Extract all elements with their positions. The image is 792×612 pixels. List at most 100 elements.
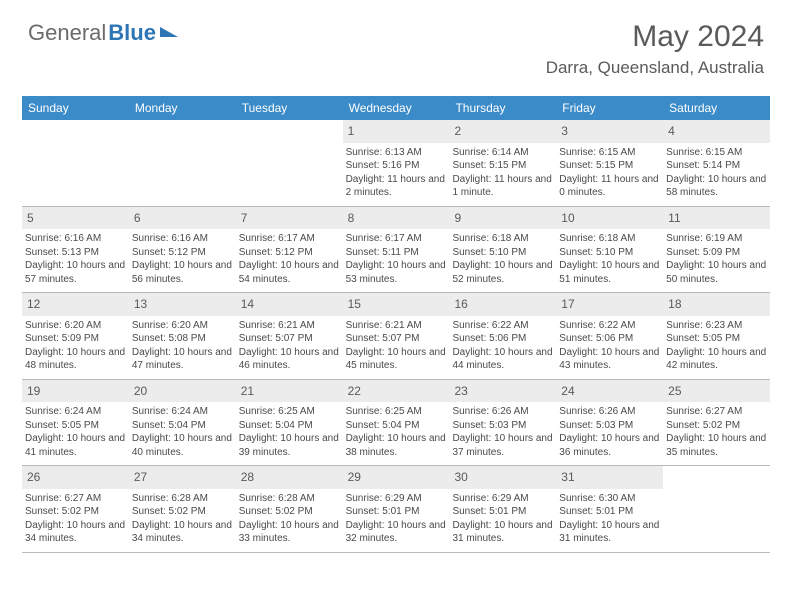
day-num-bg: 3 [556,120,663,143]
day-number: 23 [454,384,467,398]
day-number: 8 [348,211,355,225]
sunrise-text: Sunrise: 6:27 AM [25,492,126,506]
week-row: 26Sunrise: 6:27 AMSunset: 5:02 PMDayligh… [22,466,770,553]
day-cell: 23Sunrise: 6:26 AMSunset: 5:03 PMDayligh… [449,380,556,466]
daylight-text: Daylight: 10 hours and 32 minutes. [346,519,447,546]
day-number: 29 [348,470,361,484]
day-cell: 30Sunrise: 6:29 AMSunset: 5:01 PMDayligh… [449,466,556,552]
day-number: 12 [27,297,40,311]
daylight-text: Daylight: 10 hours and 46 minutes. [239,346,340,373]
day-number: 26 [27,470,40,484]
day-number: 31 [561,470,574,484]
sunrise-text: Sunrise: 6:23 AM [666,319,767,333]
day-cell: 5Sunrise: 6:16 AMSunset: 5:13 PMDaylight… [22,207,129,293]
daylight-text: Daylight: 10 hours and 45 minutes. [346,346,447,373]
daylight-text: Daylight: 11 hours and 2 minutes. [346,173,447,200]
day-cell: 2Sunrise: 6:14 AMSunset: 5:15 PMDaylight… [449,120,556,206]
sunrise-text: Sunrise: 6:21 AM [239,319,340,333]
sunset-text: Sunset: 5:10 PM [559,246,660,260]
daylight-text: Daylight: 10 hours and 54 minutes. [239,259,340,286]
sunrise-text: Sunrise: 6:13 AM [346,146,447,160]
daylight-text: Daylight: 10 hours and 31 minutes. [452,519,553,546]
sunrise-text: Sunrise: 6:20 AM [132,319,233,333]
daylight-text: Daylight: 10 hours and 31 minutes. [559,519,660,546]
day-num-bg: 21 [236,380,343,403]
sunrise-text: Sunrise: 6:14 AM [452,146,553,160]
day-cell: 21Sunrise: 6:25 AMSunset: 5:04 PMDayligh… [236,380,343,466]
day-num-bg: 31 [556,466,663,489]
day-cell [22,120,129,206]
day-cell: 31 Sunrise: 6:30 AMSunset: 5:01 PMDayligh… [556,466,663,552]
daylight-text: Daylight: 10 hours and 48 minutes. [25,346,126,373]
daylight-text: Daylight: 10 hours and 50 minutes. [666,259,767,286]
day-num-bg: 4 [663,120,770,143]
sunrise-text: Sunrise: 6:16 AM [25,232,126,246]
day-number: 27 [134,470,147,484]
day-num-bg: 6 [129,207,236,230]
day-cell: 28Sunrise: 6:28 AMSunset: 5:02 PMDayligh… [236,466,343,552]
day-number: 19 [27,384,40,398]
day-cell: 15Sunrise: 6:21 AMSunset: 5:07 PMDayligh… [343,293,450,379]
day-cell: 24Sunrise: 6:26 AMSunset: 5:03 PMDayligh… [556,380,663,466]
daylight-text: Daylight: 10 hours and 36 minutes. [559,432,660,459]
title-block: May 2024 Darra, Queensland, Australia [546,20,764,78]
day-num-bg: 27 [129,466,236,489]
daylight-text: Daylight: 10 hours and 34 minutes. [25,519,126,546]
sunrise-text: Sunrise: 6:29 AM [452,492,553,506]
daylight-text: Daylight: 10 hours and 47 minutes. [132,346,233,373]
sunrise-text: Sunrise: 6:20 AM [25,319,126,333]
day-num-bg: 26 [22,466,129,489]
day-number: 6 [134,211,141,225]
day-number: 18 [668,297,681,311]
calendar: SundayMondayTuesdayWednesdayThursdayFrid… [22,96,770,553]
sunrise-text: Sunrise: 6:30 AM [559,492,660,506]
daylight-text: Daylight: 10 hours and 43 minutes. [559,346,660,373]
week-row: 5Sunrise: 6:16 AMSunset: 5:13 PMDaylight… [22,207,770,294]
day-num-bg: 14 [236,293,343,316]
day-num-bg: 25 [663,380,770,403]
logo-triangle-icon [160,27,178,37]
day-cell: 19Sunrise: 6:24 AMSunset: 5:05 PMDayligh… [22,380,129,466]
day-number: 30 [454,470,467,484]
sunset-text: Sunset: 5:03 PM [452,419,553,433]
sunrise-text: Sunrise: 6:18 AM [452,232,553,246]
day-number: 17 [561,297,574,311]
daylight-text: Daylight: 10 hours and 41 minutes. [25,432,126,459]
day-cell: 29Sunrise: 6:29 AMSunset: 5:01 PMDayligh… [343,466,450,552]
logo-text-2: Blue [108,20,156,46]
sunrise-text: Sunrise: 6:17 AM [346,232,447,246]
sunrise-text: Sunrise: 6:19 AM [666,232,767,246]
day-num-bg: 23 [449,380,556,403]
daylight-text: Daylight: 10 hours and 34 minutes. [132,519,233,546]
sunset-text: Sunset: 5:09 PM [25,332,126,346]
day-number: 22 [348,384,361,398]
sunset-text: Sunset: 5:16 PM [346,159,447,173]
sunrise-text: Sunrise: 6:29 AM [346,492,447,506]
day-num-bg: 15 [343,293,450,316]
daylight-text: Daylight: 10 hours and 53 minutes. [346,259,447,286]
sunset-text: Sunset: 5:05 PM [25,419,126,433]
daylight-text: Daylight: 10 hours and 58 minutes. [666,173,767,200]
sunset-text: Sunset: 5:07 PM [346,332,447,346]
day-number: 28 [241,470,254,484]
day-num-bg: 5 [22,207,129,230]
location-text: Darra, Queensland, Australia [546,58,764,78]
daylight-text: Daylight: 10 hours and 37 minutes. [452,432,553,459]
day-cell: 17Sunrise: 6:22 AMSunset: 5:06 PMDayligh… [556,293,663,379]
daylight-text: Daylight: 10 hours and 57 minutes. [25,259,126,286]
day-cell: 4Sunrise: 6:15 AMSunset: 5:14 PMDaylight… [663,120,770,206]
day-cell: 14Sunrise: 6:21 AMSunset: 5:07 PMDayligh… [236,293,343,379]
dow-cell: Wednesday [343,96,450,120]
sunset-text: Sunset: 5:01 PM [559,505,660,519]
day-cell: 12 Sunrise: 6:20 AMSunset: 5:09 PMDayligh… [22,293,129,379]
day-number: 10 [561,211,574,225]
sunrise-text: Sunrise: 6:27 AM [666,405,767,419]
day-num-bg: 9 [449,207,556,230]
day-number: 21 [241,384,254,398]
week-row: 19Sunrise: 6:24 AMSunset: 5:05 PMDayligh… [22,380,770,467]
daylight-text: Daylight: 10 hours and 44 minutes. [452,346,553,373]
day-cell: 27Sunrise: 6:28 AMSunset: 5:02 PMDayligh… [129,466,236,552]
week-row: 1Sunrise: 6:13 AMSunset: 5:16 PMDaylight… [22,120,770,207]
sunset-text: Sunset: 5:04 PM [239,419,340,433]
day-num-bg: 28 [236,466,343,489]
